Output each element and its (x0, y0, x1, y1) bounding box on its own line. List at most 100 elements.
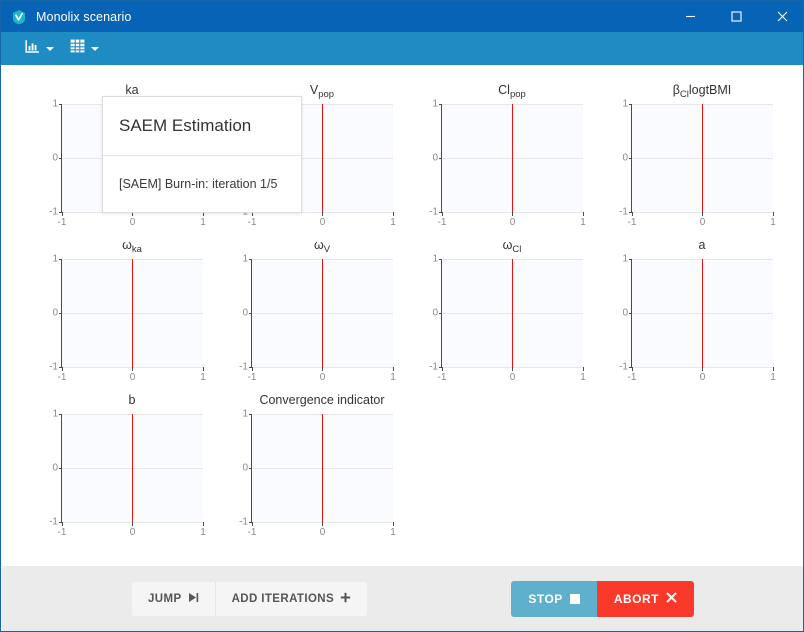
y-tick-label: -1 (429, 206, 438, 218)
y-tick-mark (59, 157, 62, 159)
plot-panel[interactable]: ωka 1 0 -1 -1 0 1 (42, 238, 222, 388)
plot-axes: 1 0 -1-1 0 1 (49, 409, 206, 539)
x-tick-label: -1 (437, 372, 447, 383)
stop-button-label: STOP (528, 592, 563, 606)
close-icon[interactable] (759, 1, 803, 32)
y-tick-label: 0 (52, 462, 58, 474)
x-tick-mark (322, 522, 323, 526)
plot-panel[interactable]: Clpop 1 0 -1 -1 0 1 (422, 83, 602, 233)
x-tick-label: 0 (699, 217, 706, 228)
x-tick-mark (772, 212, 774, 216)
x-tick-label: 0 (319, 527, 326, 538)
y-tick-mark (59, 312, 62, 314)
x-tick-mark (322, 367, 323, 371)
x-tick-mark (702, 212, 703, 216)
plot-title: Convergence indicator (259, 393, 385, 407)
x-tick-mark (702, 367, 703, 371)
y-tick-label: 1 (52, 408, 58, 420)
x-tick-label: 1 (580, 372, 586, 383)
x-tick-mark (631, 212, 633, 216)
y-tick-mark (59, 521, 62, 523)
x-tick-mark (61, 212, 63, 216)
y-tick-mark (249, 366, 252, 368)
plot-title: ωka (122, 238, 142, 255)
run-controls-group: STOP ABORT (511, 581, 694, 617)
maximize-icon[interactable] (713, 1, 759, 32)
x-tick-label: -1 (247, 527, 257, 538)
x-tick-label: -1 (627, 372, 637, 383)
x-tick-label: 1 (200, 372, 206, 383)
table-view-dropdown[interactable] (68, 37, 101, 61)
y-tick-mark (629, 366, 632, 368)
y-tick-mark (439, 157, 442, 159)
plus-icon (340, 592, 351, 606)
y-tick-label: -1 (619, 361, 628, 373)
x-tick-mark (512, 367, 513, 371)
plot-panel[interactable]: βCllogtBMI 1 0 -1 -1 0 1 (612, 83, 792, 233)
y-tick-label: 0 (622, 307, 628, 319)
y-tick-label: -1 (239, 516, 248, 528)
jump-button[interactable]: JUMP (132, 582, 215, 616)
y-tick-label: 0 (432, 152, 438, 164)
x-tick-mark (582, 367, 584, 371)
y-tick-label: 1 (52, 253, 58, 265)
stop-square-icon (569, 594, 580, 604)
chart-view-dropdown[interactable] (23, 37, 56, 61)
x-tick-mark (202, 212, 204, 216)
add-iterations-button[interactable]: ADD ITERATIONS (214, 582, 368, 616)
plot-axes: 1 0 -1-1 0 1 (239, 409, 396, 539)
x-tick-label: 0 (699, 372, 706, 383)
x-tick-label: -1 (247, 372, 257, 383)
x-tick-mark (392, 367, 394, 371)
y-tick-mark (439, 258, 442, 260)
x-tick-mark (772, 367, 774, 371)
x-tick-mark (251, 367, 253, 371)
saem-dialog-message: [SAEM] Burn-in: iteration 1/5 (119, 176, 278, 191)
stop-button[interactable]: STOP (511, 581, 597, 617)
x-tick-mark (132, 212, 133, 216)
plot-axes: 1 0 -1-1 0 1 (429, 99, 586, 229)
plot-panel[interactable]: ωV 1 0 -1 -1 0 1 (232, 238, 412, 388)
skip-forward-icon (188, 592, 199, 606)
y-tick-label: -1 (49, 516, 58, 528)
x-tick-label: 1 (770, 217, 776, 228)
x-tick-mark (322, 212, 323, 216)
y-tick-mark (59, 103, 62, 105)
plot-title: ka (125, 83, 139, 97)
y-tick-mark (439, 312, 442, 314)
y-tick-mark (629, 103, 632, 105)
x-tick-label: -1 (437, 217, 447, 228)
x-tick-label: -1 (247, 217, 257, 228)
minimize-icon[interactable] (667, 1, 713, 32)
y-tick-label: -1 (429, 361, 438, 373)
plot-panel[interactable]: a 1 0 -1 -1 0 1 (612, 238, 792, 388)
x-tick-mark (512, 212, 513, 216)
y-tick-mark (439, 211, 442, 213)
saem-estimation-dialog: SAEM Estimation [SAEM] Burn-in: iteratio… (102, 96, 302, 213)
y-tick-mark (439, 103, 442, 105)
y-tick-label: 0 (52, 307, 58, 319)
abort-button-label: ABORT (613, 592, 659, 606)
plot-panel[interactable]: Convergence indicator 1 0 -1 -1 0 1 (232, 393, 412, 543)
saem-dialog-title: SAEM Estimation (103, 97, 301, 156)
x-tick-mark (61, 367, 63, 371)
x-tick-label: 1 (200, 527, 206, 538)
plot-panel[interactable]: ωCl 1 0 -1 -1 0 1 (422, 238, 602, 388)
abort-button[interactable]: ABORT (596, 581, 694, 617)
plot-axes: 1 0 -1-1 0 1 (239, 254, 396, 384)
y-tick-label: 1 (622, 253, 628, 265)
plot-series-line (511, 104, 514, 212)
y-tick-mark (629, 258, 632, 260)
x-tick-mark (202, 522, 204, 526)
title-bar: Monolix scenario (1, 1, 803, 32)
plot-grid: Convergence indicator 1 0 -1 -1 0 1 b 1 0 -1 -1 0 1 a 1… (2, 65, 803, 566)
plot-panel[interactable]: b 1 0 -1 -1 0 1 (42, 393, 222, 543)
add-iterations-button-label: ADD ITERATIONS (231, 593, 335, 605)
x-tick-mark (392, 212, 394, 216)
y-tick-label: 1 (622, 98, 628, 110)
x-tick-mark (61, 522, 63, 526)
plot-series-line (131, 414, 134, 522)
y-tick-mark (249, 413, 252, 415)
x-tick-mark (132, 522, 133, 526)
x-tick-label: 1 (200, 217, 206, 228)
